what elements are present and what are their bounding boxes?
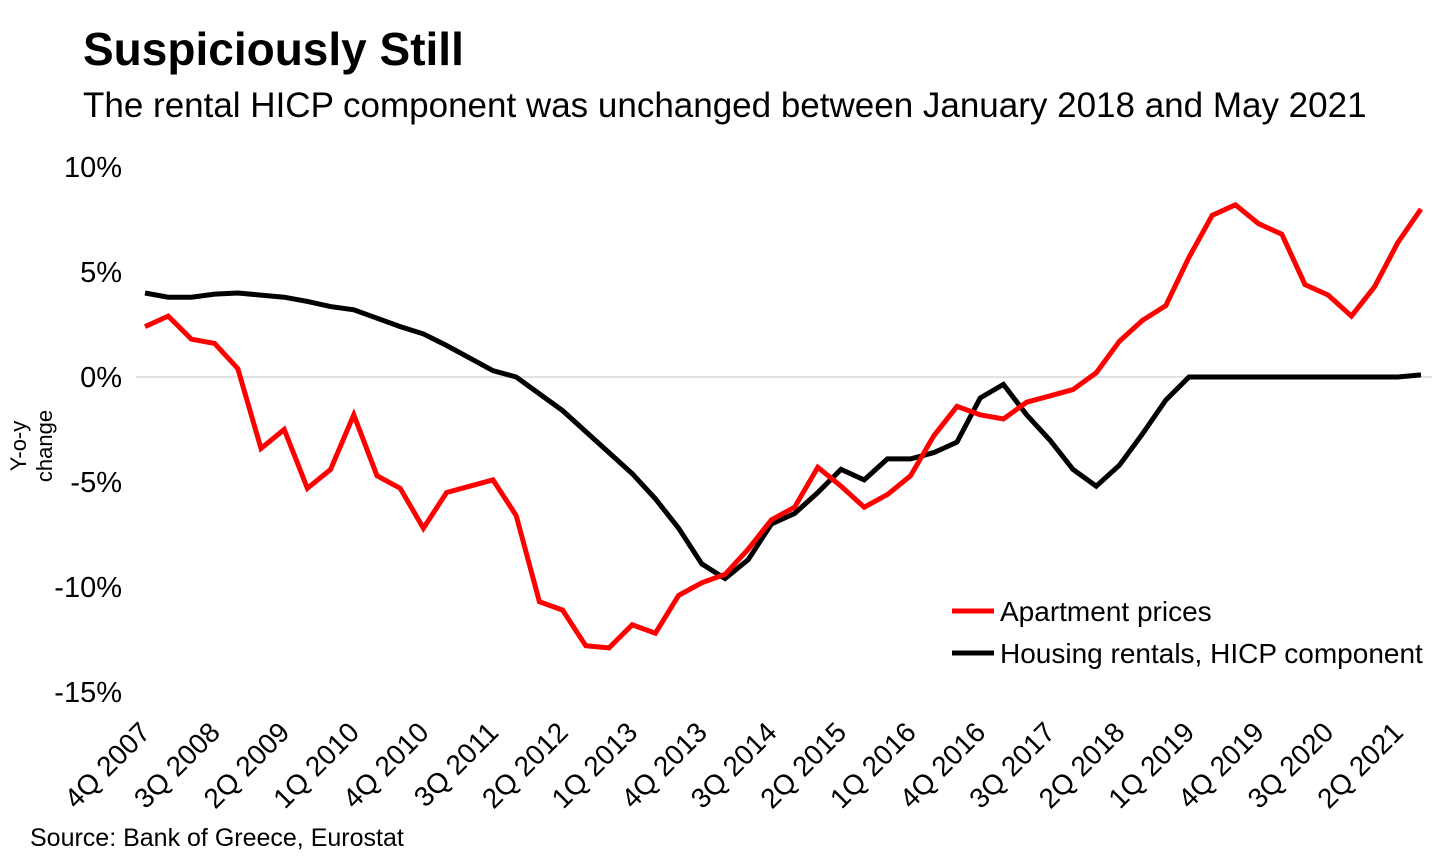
chart-title: Suspiciously Still <box>83 23 464 75</box>
y-tick-label: 0% <box>80 362 122 394</box>
series-line-housing-rentals-hicp-component <box>144 290 1422 582</box>
y-tick-label: -10% <box>54 572 122 604</box>
y-tick-label: -5% <box>70 467 122 499</box>
source-note: Source: Bank of Greece, Eurostat <box>30 824 404 852</box>
y-tick-label: 10% <box>64 152 122 184</box>
chart-subtitle: The rental HICP component was unchanged … <box>83 86 1367 125</box>
legend-label: Housing rentals, HICP component <box>1000 638 1423 669</box>
y-tick-label: 5% <box>80 257 122 289</box>
legend-label: Apartment prices <box>1000 596 1212 627</box>
y-tick-label: -15% <box>54 677 122 709</box>
series-line-apartment-prices <box>143 201 1424 651</box>
